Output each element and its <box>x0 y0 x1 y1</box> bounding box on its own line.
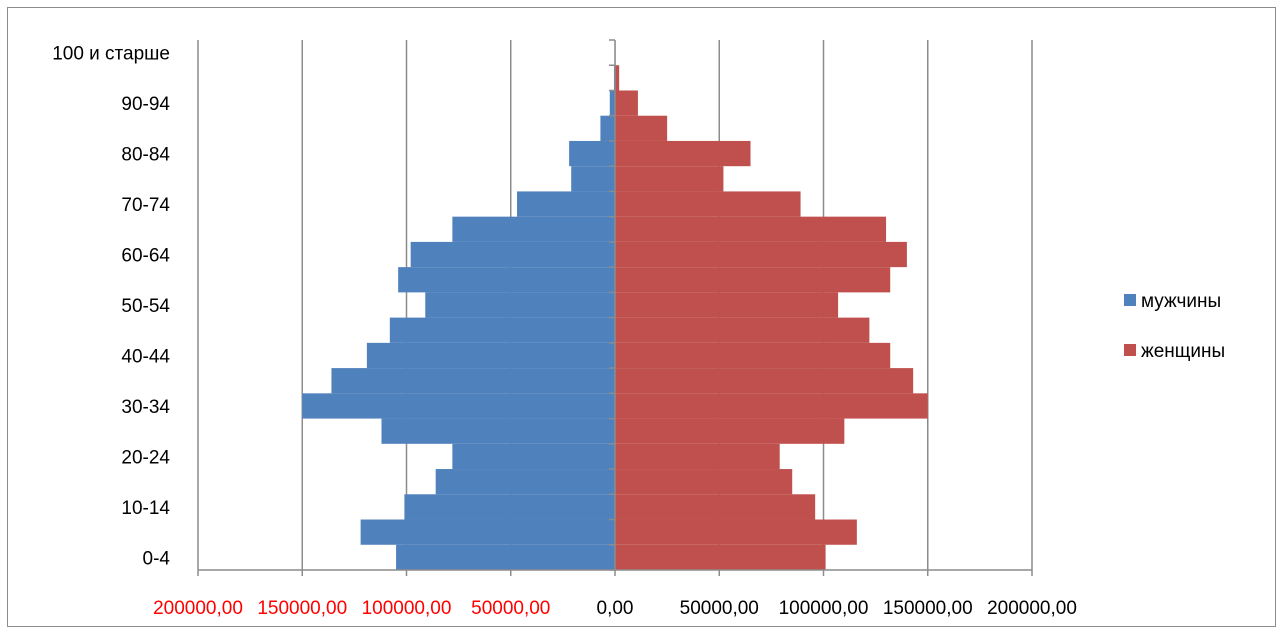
bar-male-35-39 <box>331 368 615 394</box>
bar-male-40-44 <box>366 342 615 369</box>
bar-female-40-44 <box>615 342 891 369</box>
y-tick-label-100 и старше: 100 и старше <box>52 44 170 65</box>
bars <box>302 40 928 570</box>
axes <box>197 39 1033 576</box>
bar-male-10-14 <box>404 494 615 520</box>
bar-male-15-19 <box>435 469 615 495</box>
bar-female-30-34 <box>615 393 928 419</box>
y-tick-label-50-54: 50-54 <box>121 296 170 317</box>
x-tick-label-7: 150000,00 <box>883 598 973 619</box>
bar-female-75-79 <box>615 166 724 192</box>
x-tick-label-1: 150000,00 <box>257 598 347 619</box>
bar-female-50-54 <box>615 292 839 318</box>
y-tick-label-70-74: 70-74 <box>121 195 170 216</box>
y-tick-label-40-44: 40-44 <box>121 346 170 367</box>
y-tick-label-60-64: 60-64 <box>121 246 170 267</box>
y-tick-label-30-34: 30-34 <box>121 397 170 418</box>
bar-female-0-4 <box>615 544 826 570</box>
x-tick-labels: 200000,00 150000,00 100000,00 50000,00 0,00 5… <box>153 598 1077 619</box>
bar-male-70-74 <box>517 191 615 217</box>
x-tick-label-5: 50000,00 <box>680 598 759 619</box>
bar-female-60-64 <box>615 241 907 268</box>
bar-female-85-89 <box>615 115 668 141</box>
bar-female-10-14 <box>615 494 816 520</box>
x-tick-label-6: 100000,00 <box>779 598 869 619</box>
bar-female-65-69 <box>615 216 887 242</box>
bar-female-45-49 <box>615 317 870 343</box>
bar-male-65-69 <box>452 216 615 242</box>
bar-male-75-79 <box>571 166 615 192</box>
y-tick-label-0-4: 0-4 <box>143 548 171 569</box>
bar-female-25-29 <box>615 418 845 444</box>
x-tick-label-2: 100000,00 <box>362 598 452 619</box>
y-tick-label-80-84: 80-84 <box>121 145 170 166</box>
legend-swatch-1 <box>1124 344 1136 356</box>
x-tick-label-3: 50000,00 <box>471 598 550 619</box>
bar-female-70-74 <box>615 191 801 217</box>
bar-female-95-99 <box>615 65 620 91</box>
bar-male-50-54 <box>425 292 615 318</box>
bar-male-60-64 <box>410 241 615 268</box>
bar-female-55-59 <box>615 267 891 293</box>
bar-male-30-34 <box>302 393 615 419</box>
y-tick-label-20-24: 20-24 <box>121 447 170 468</box>
bar-female-20-24 <box>615 443 780 470</box>
bar-female-80-84 <box>615 140 751 167</box>
bar-male-25-29 <box>381 418 615 444</box>
bar-male-80-84 <box>569 140 615 167</box>
bar-male-45-49 <box>389 317 615 343</box>
x-tick-label-8: 200000,00 <box>987 598 1077 619</box>
legend-label-1: женщины <box>1141 341 1225 362</box>
bar-male-0-4 <box>396 544 615 570</box>
legend-label-0: мужчины <box>1141 291 1221 312</box>
bar-male-90-94 <box>609 90 615 116</box>
bar-female-5-9 <box>615 519 857 545</box>
y-tick-labels: 0-4 10-14 20-24 30-34 40-44 50-54 60-64 70-74 80… <box>52 44 170 570</box>
legend: мужчины женщины <box>1124 291 1225 362</box>
bar-male-85-89 <box>600 115 615 141</box>
bar-male-5-9 <box>360 519 615 545</box>
y-tick-label-90-94: 90-94 <box>121 94 170 115</box>
x-tick-label-0: 200000,00 <box>153 598 243 619</box>
bar-female-35-39 <box>615 368 914 394</box>
bar-female-15-19 <box>615 469 793 495</box>
y-tick-label-10-14: 10-14 <box>121 498 170 519</box>
bar-male-55-59 <box>398 267 615 293</box>
bar-female-90-94 <box>615 90 638 116</box>
x-tick-label-4: 0,00 <box>597 598 634 619</box>
bar-male-20-24 <box>452 443 615 470</box>
legend-swatch-0 <box>1124 294 1136 306</box>
